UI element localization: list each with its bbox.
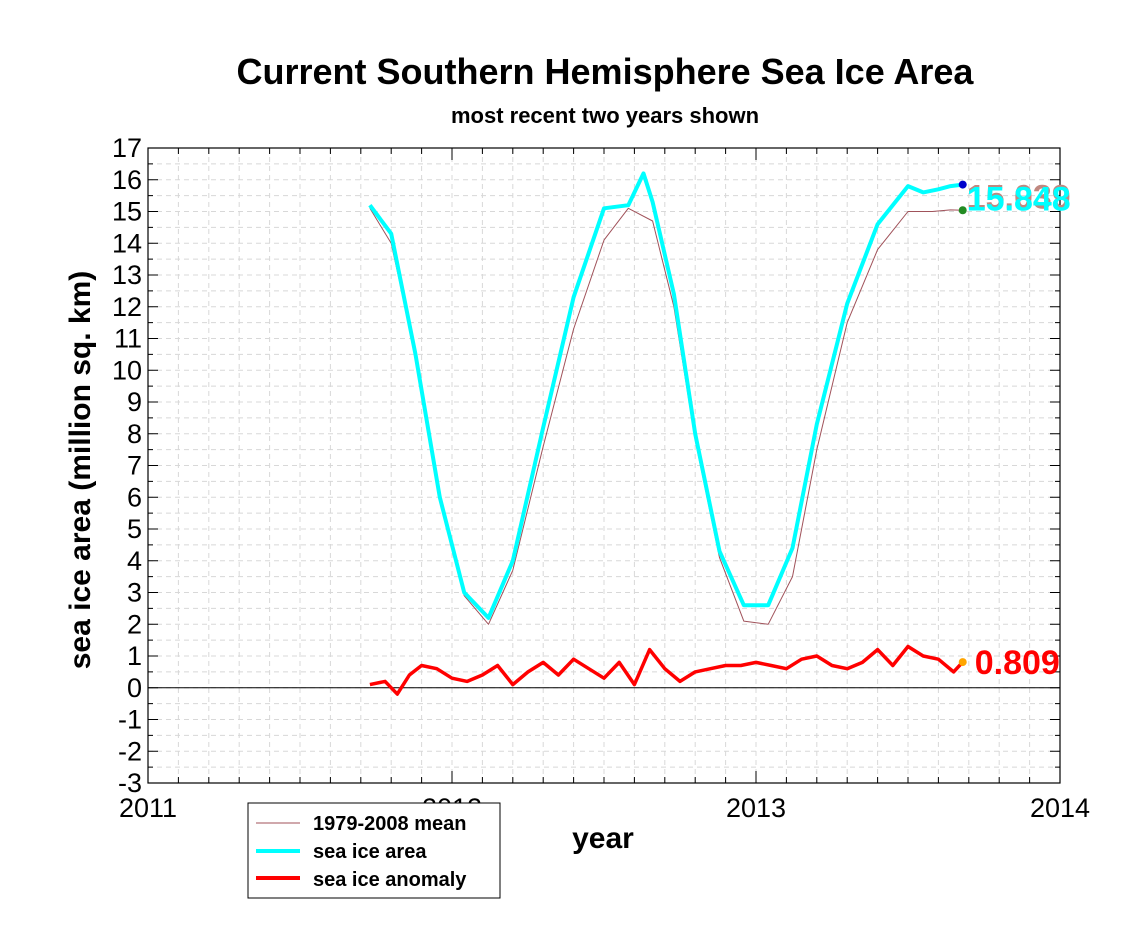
value-annotation: 15.039 xyxy=(967,178,1071,216)
y-tick-label: 10 xyxy=(112,355,142,385)
legend-label-anomaly: sea ice anomaly xyxy=(313,869,467,891)
value-annotation: 0.809 xyxy=(975,644,1060,682)
value-annotation: 15.848 xyxy=(967,181,1071,219)
y-tick-label: 0 xyxy=(127,673,142,703)
y-tick-label: 9 xyxy=(127,387,142,417)
series-lines xyxy=(368,171,964,696)
legend-label-area: sea ice area xyxy=(313,841,427,863)
y-tick-label: 14 xyxy=(112,228,142,258)
y-tick-label: 17 xyxy=(112,133,142,163)
y-tick-label: -1 xyxy=(118,705,142,735)
y-tick-label: 8 xyxy=(127,419,142,449)
series-anomaly-line xyxy=(369,644,964,696)
legend: 1979-2008 mean sea ice area sea ice anom… xyxy=(247,802,501,899)
legend-label-mean: 1979-2008 mean xyxy=(313,813,466,835)
x-tick-label: 2013 xyxy=(726,793,786,823)
y-tick-label: 13 xyxy=(112,260,142,290)
y-tick-label: 5 xyxy=(127,514,142,544)
y-tick-label: -2 xyxy=(118,736,142,766)
end-markers xyxy=(958,180,967,667)
plot-frame xyxy=(147,147,1061,784)
series-area-line xyxy=(368,171,963,620)
x-tick-label: 2014 xyxy=(1030,793,1090,823)
end-marker xyxy=(958,180,967,189)
y-tick-label: 7 xyxy=(127,451,142,481)
y-tick-label: 1 xyxy=(127,641,142,671)
grid xyxy=(147,147,1061,784)
end-marker xyxy=(958,206,967,215)
y-axis-label: sea ice area (million sq. km) xyxy=(64,271,97,670)
chart-subtitle: most recent two years shown xyxy=(451,103,759,128)
y-tick-label: 15 xyxy=(112,197,142,227)
y-tick-label: 4 xyxy=(127,546,142,576)
y-tick-label: 16 xyxy=(112,165,142,195)
y-tick-label: 2 xyxy=(127,609,142,639)
y-tick-label: 3 xyxy=(127,578,142,608)
y-tick-label: 6 xyxy=(127,482,142,512)
end-marker xyxy=(958,658,967,667)
series-mean-line xyxy=(369,207,963,625)
x-tick-label: 2011 xyxy=(119,793,177,823)
x-axis-label: year xyxy=(572,822,634,855)
y-tick-label: 11 xyxy=(114,324,142,354)
y-tick-label: -3 xyxy=(118,768,142,798)
chart-title: Current Southern Hemisphere Sea Ice Area xyxy=(237,51,975,92)
y-tick-label: 12 xyxy=(112,292,142,322)
